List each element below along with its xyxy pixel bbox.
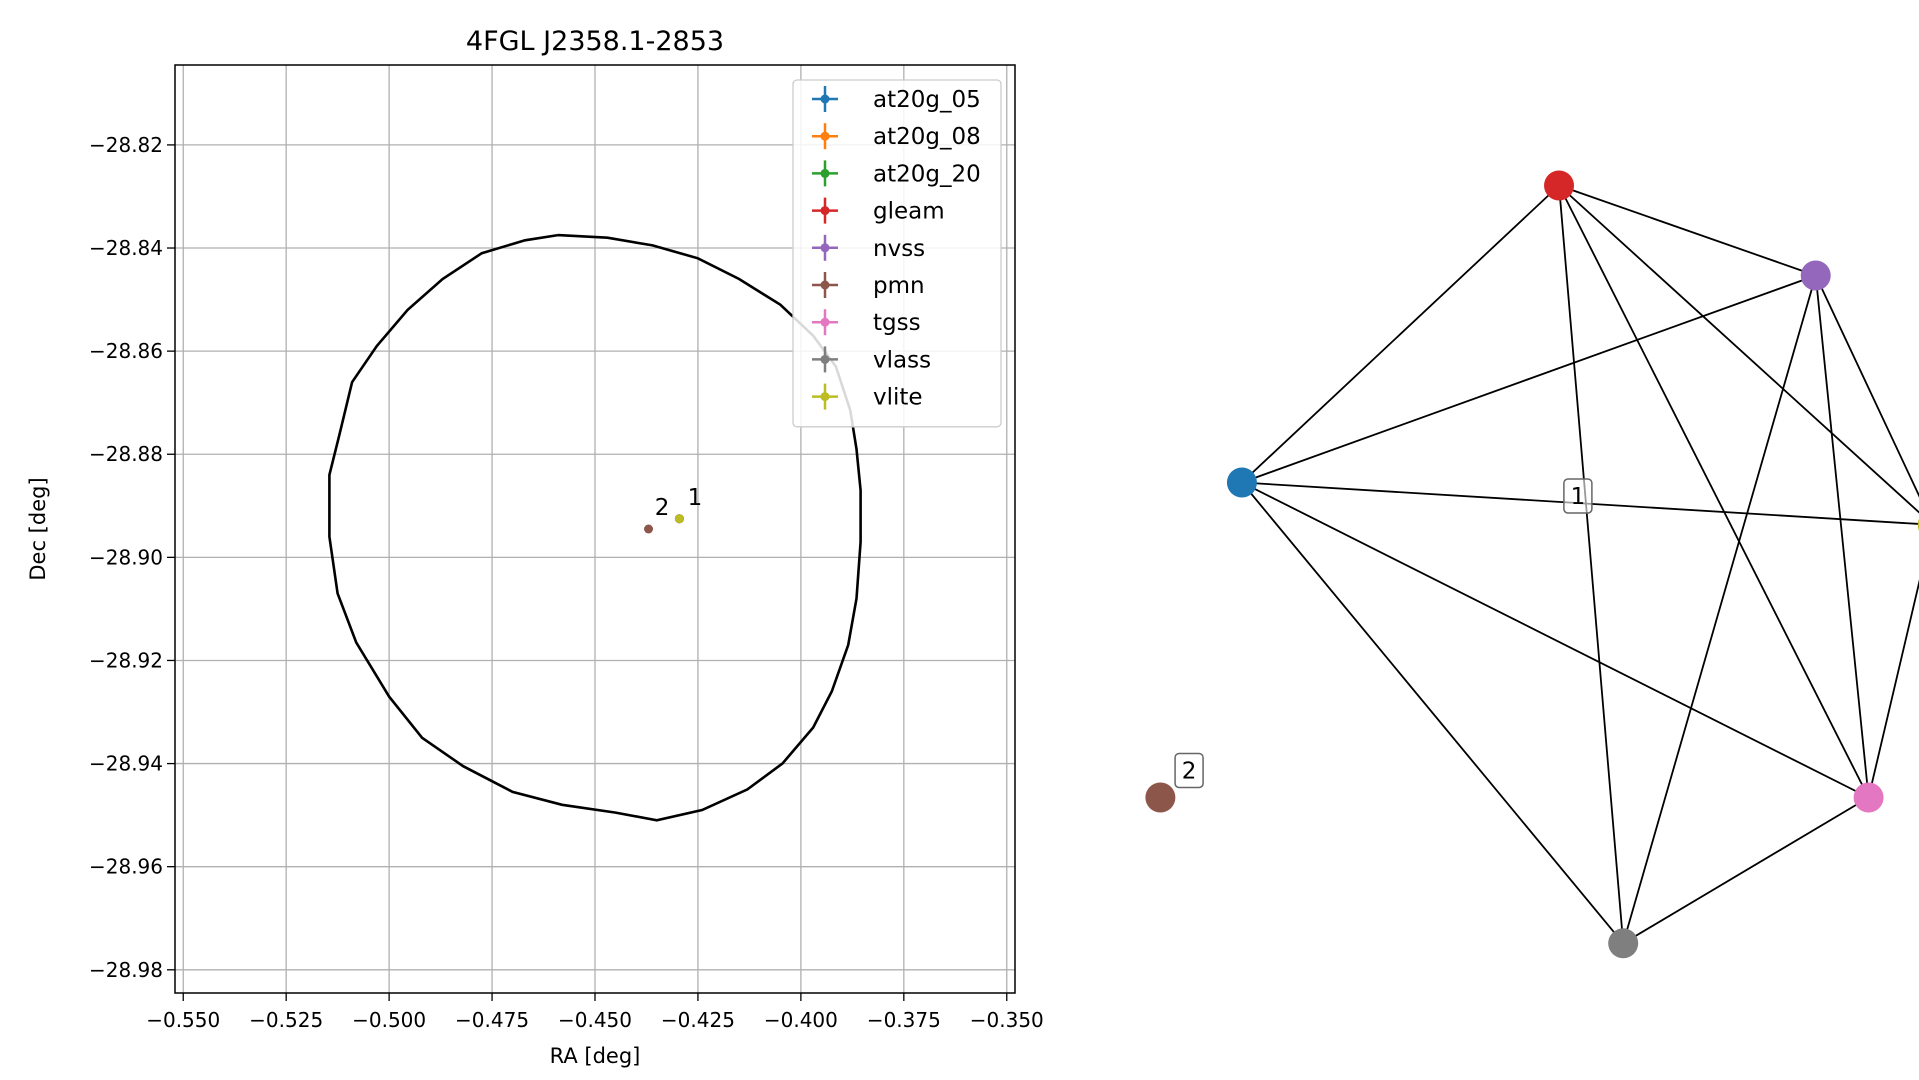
legend-label: at20g_08 (873, 124, 981, 150)
legend-label: vlite (873, 385, 923, 411)
legend-label: nvss (873, 236, 925, 262)
legend-label: at20g_05 (873, 87, 981, 113)
legend-label: tgss (873, 310, 921, 336)
point-annotation: 1 (688, 485, 703, 511)
x-tick-label: −0.525 (249, 1008, 323, 1032)
x-axis-ticks: −0.550 −0.525 −0.500 −0.475 −0.450 −0.425 −0.4… (146, 993, 1044, 1032)
y-tick-label: −28.94 (89, 752, 163, 776)
legend-marker (820, 280, 830, 290)
y-tick-label: −28.82 (89, 133, 163, 157)
x-tick-label: −0.400 (764, 1008, 838, 1032)
legend-label: gleam (873, 199, 945, 225)
graph-node-vlass (1608, 928, 1639, 959)
legend-marker (820, 206, 830, 216)
grid-lines (175, 65, 1015, 993)
graph-labels: 12 (1174, 478, 1593, 789)
legend-marker (820, 243, 830, 253)
y-tick-label: −28.86 (89, 339, 163, 363)
y-tick-label: −28.96 (89, 855, 163, 879)
x-tick-label: −0.425 (661, 1008, 735, 1032)
legend-marker (820, 168, 830, 178)
y-tick-label: −28.92 (89, 648, 163, 672)
graph-node-nvss (1800, 260, 1831, 291)
graph-edge (1867, 579, 1919, 798)
graph-node-at20g_05 (1226, 467, 1257, 498)
graph-label: 1 (1571, 484, 1586, 510)
graph-node-tgss (1853, 782, 1884, 813)
legend-label: pmn (873, 273, 925, 299)
y-axis-ticks: −28.82 −28.84 −28.86 −28.88 −28.90 −28.92 −28.… (89, 133, 175, 982)
graph-label-box (1174, 752, 1204, 789)
graph-edge (1558, 185, 1870, 798)
graph-label: 2 (1182, 759, 1197, 785)
left-scatter-chart: 4FGL J2358.1-2853 12 −0.550 −0.525 −0.500−… (26, 26, 1044, 1068)
point-vlite (674, 514, 684, 524)
legend-marker (820, 354, 830, 364)
point-annotation: 2 (655, 495, 670, 521)
graph-edge (1241, 481, 1869, 799)
legend-marker (820, 131, 830, 141)
graph-edge (1241, 184, 1560, 484)
x-tick-label: −0.550 (146, 1008, 220, 1032)
graph-edge (1814, 275, 1870, 798)
graph-edge (1814, 275, 1919, 498)
x-tick-label: −0.500 (352, 1008, 426, 1032)
x-axis-label: RA [deg] (550, 1044, 641, 1068)
graph-edge (1241, 274, 1817, 484)
graph-edge (1622, 275, 1817, 944)
chart-title: 4FGL J2358.1-2853 (466, 26, 724, 57)
graph-label-box (1563, 478, 1593, 514)
x-tick-label: −0.450 (558, 1008, 632, 1032)
graph-edge (1558, 185, 1625, 944)
data-points (644, 514, 684, 534)
graph-edge (1558, 184, 1817, 277)
y-tick-label: −28.84 (89, 236, 163, 260)
y-tick-label: −28.98 (89, 958, 163, 982)
point-pmn (644, 524, 654, 534)
right-network-graph: 12 (1145, 170, 1919, 959)
legend-label: vlass (873, 347, 931, 373)
graph-nodes (1145, 170, 1919, 959)
x-tick-label: −0.350 (970, 1008, 1044, 1032)
point-annotations: 12 (655, 485, 703, 521)
y-tick-label: −28.88 (89, 442, 163, 466)
legend-box (792, 79, 1002, 428)
legend-marker (820, 94, 830, 104)
legend-marker (820, 392, 830, 402)
graph-node-pmn (1145, 782, 1176, 813)
graph-edge (1558, 184, 1919, 514)
graph-edge (1241, 481, 1624, 944)
x-tick-label: −0.475 (455, 1008, 529, 1032)
x-tick-label: −0.375 (867, 1008, 941, 1032)
legend-marker (820, 317, 830, 327)
legend-label: at20g_20 (873, 161, 981, 187)
y-axis-label: Dec [deg] (26, 477, 50, 580)
y-tick-label: −28.90 (89, 545, 163, 569)
graph-edge (1622, 796, 1870, 945)
graph-edges (1241, 184, 1919, 945)
graph-node-gleam (1544, 170, 1575, 201)
